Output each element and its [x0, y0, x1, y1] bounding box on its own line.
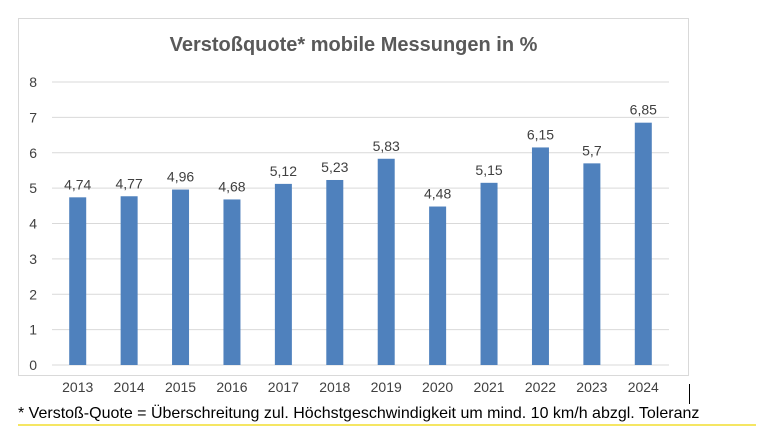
x-tick-label: 2019	[371, 379, 402, 395]
data-label: 5,12	[270, 163, 297, 179]
x-tick-label: 2021	[473, 379, 504, 395]
data-label: 5,23	[321, 159, 348, 175]
x-tick-label: 2024	[628, 379, 659, 395]
x-tick-label: 2014	[114, 379, 145, 395]
x-tick-label: 2015	[165, 379, 196, 395]
footnote: * Verstoß-Quote = Überschreitung zul. Hö…	[18, 405, 700, 422]
y-tick-label: 5	[29, 180, 37, 196]
x-tick-label: 2017	[268, 379, 299, 395]
x-tick-label: 2016	[216, 379, 247, 395]
y-tick-label: 7	[29, 109, 37, 125]
data-label: 4,74	[64, 176, 91, 192]
bar	[69, 197, 87, 365]
bar	[429, 206, 447, 365]
bar	[120, 196, 138, 365]
y-tick-label: 4	[29, 216, 37, 232]
axis-layer: 0 1 2 3 4 5 6 7 8 2013 2014 2015 2016 2017 2018 2019 202…	[29, 74, 659, 395]
data-label: 6,15	[527, 126, 554, 142]
bar-chart: 4,74 4,77 4,96 4,68 5,12 5,23 5,83 4,48 5,15 6,15…	[29, 74, 669, 395]
bar	[531, 147, 549, 365]
bar-layer	[69, 122, 652, 366]
x-tick-label: 2023	[576, 379, 607, 395]
y-tick-label: 8	[29, 74, 37, 90]
bar	[480, 182, 498, 365]
text-cursor	[689, 384, 690, 404]
x-tick-label: 2013	[62, 379, 93, 395]
data-label: 4,77	[116, 175, 143, 191]
y-tick-label: 2	[29, 286, 37, 302]
bar	[172, 189, 190, 365]
y-tick-label: 0	[29, 357, 37, 373]
grid-layer	[52, 81, 669, 366]
data-label: 5,83	[373, 138, 400, 154]
y-tick-label: 3	[29, 251, 37, 267]
data-label: 5,7	[582, 142, 602, 158]
data-label: 6,85	[630, 102, 657, 118]
x-tick-label: 2020	[422, 379, 453, 395]
bar	[634, 122, 652, 366]
footnote-highlight	[18, 424, 756, 426]
data-label: 5,15	[475, 162, 502, 178]
data-label: 4,48	[424, 186, 451, 202]
bar	[223, 199, 241, 365]
bar	[377, 158, 395, 365]
x-tick-label: 2018	[319, 379, 350, 395]
x-tick-label: 2022	[525, 379, 556, 395]
data-label: 4,96	[167, 169, 194, 185]
bar	[326, 179, 344, 365]
y-tick-label: 6	[29, 145, 37, 161]
label-layer: 4,74 4,77 4,96 4,68 5,12 5,23 5,83 4,48 5,15 6,15…	[64, 102, 657, 202]
y-tick-label: 1	[29, 322, 37, 338]
bar	[274, 183, 292, 365]
bar	[583, 163, 601, 365]
chart-title: Verstoßquote* mobile Messungen in %	[169, 34, 538, 56]
data-label: 4,68	[218, 178, 245, 194]
